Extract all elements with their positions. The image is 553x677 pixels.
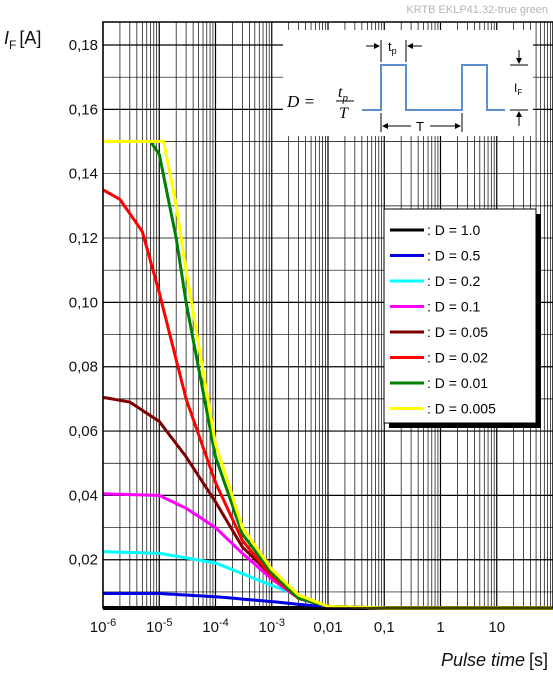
x-tick-label: 0,01: [313, 619, 342, 636]
inset-T-arrowhead-right: [455, 123, 461, 129]
legend-label: : D = 0.01: [427, 375, 488, 391]
legend-label: : D = 0.2: [427, 273, 481, 289]
y-tick-label: 0,04: [69, 487, 98, 504]
y-tick-label: 0,10: [69, 294, 98, 311]
y-tick-label: 0,02: [69, 552, 98, 569]
x-tick-label: 10-3: [259, 617, 285, 636]
legend-box: [383, 208, 537, 424]
inset-formula-denominator: T: [339, 105, 349, 122]
inset-tp-label: tp: [388, 39, 397, 56]
inset-T-label: T: [416, 119, 424, 134]
duty-cycle-inset: D = tp T tp T IF: [283, 30, 533, 136]
x-tick-label: 0,1: [374, 619, 395, 636]
y-tick-label: 0,14: [69, 166, 98, 183]
inset-T-arrowhead-left: [382, 123, 388, 129]
y-axis-label: IF [A]: [4, 28, 41, 52]
watermark: KRTB EKLP41.32-true green: [406, 4, 548, 16]
x-tick-labels: 10-6 10-5 10-4 10-3 0,01 0,1 1 10: [90, 617, 505, 636]
x-tick-label: 10: [488, 619, 505, 636]
y-tick-labels: 0,02 0,04 0,06 0,08 0,10 0,12 0,14 0,16 0,18: [69, 37, 98, 569]
legend: : D = 1.0 : D = 0.5 : D = 0.2 : D = 0.1 : D …: [383, 208, 541, 428]
y-tick-label: 0,16: [69, 101, 98, 118]
legend-label: : D = 0.5: [427, 248, 481, 264]
inset-tp-arrowhead-left: [374, 43, 380, 49]
y-tick-label: 0,12: [69, 230, 98, 247]
legend-label: : D = 0.02: [427, 350, 488, 366]
y-tick-label: 0,06: [69, 423, 98, 440]
inset-waveform: [362, 64, 505, 111]
x-tick-label: 10-5: [146, 617, 172, 636]
x-tick-label: 10-4: [202, 617, 228, 636]
x-tick-label: 1: [436, 619, 444, 636]
legend-label: : D = 1.0: [427, 222, 481, 238]
x-tick-label: 10-6: [90, 617, 116, 636]
inset-formula-numerator: tp: [338, 84, 348, 104]
legend-label: : D = 0.05: [427, 324, 488, 340]
plot-frame: [102, 21, 553, 609]
inset-tp-arrowhead-right: [407, 43, 413, 49]
inset-IF-arrowhead-top: [516, 58, 522, 64]
legend-label: : D = 0.005: [427, 401, 496, 417]
y-tick-label: 0,08: [69, 359, 98, 376]
inset-formula-lhs: D =: [286, 92, 315, 111]
inset-IF-arrowhead-bottom: [516, 111, 522, 117]
y-tick-label: 0,18: [69, 37, 98, 54]
inset-background: [283, 30, 533, 136]
inset-IF-label: IF: [514, 81, 522, 97]
series-line-8: [103, 140, 553, 610]
legend-label: : D = 0.1: [427, 299, 481, 315]
x-axis-label: Pulse time [s]: [441, 650, 548, 670]
